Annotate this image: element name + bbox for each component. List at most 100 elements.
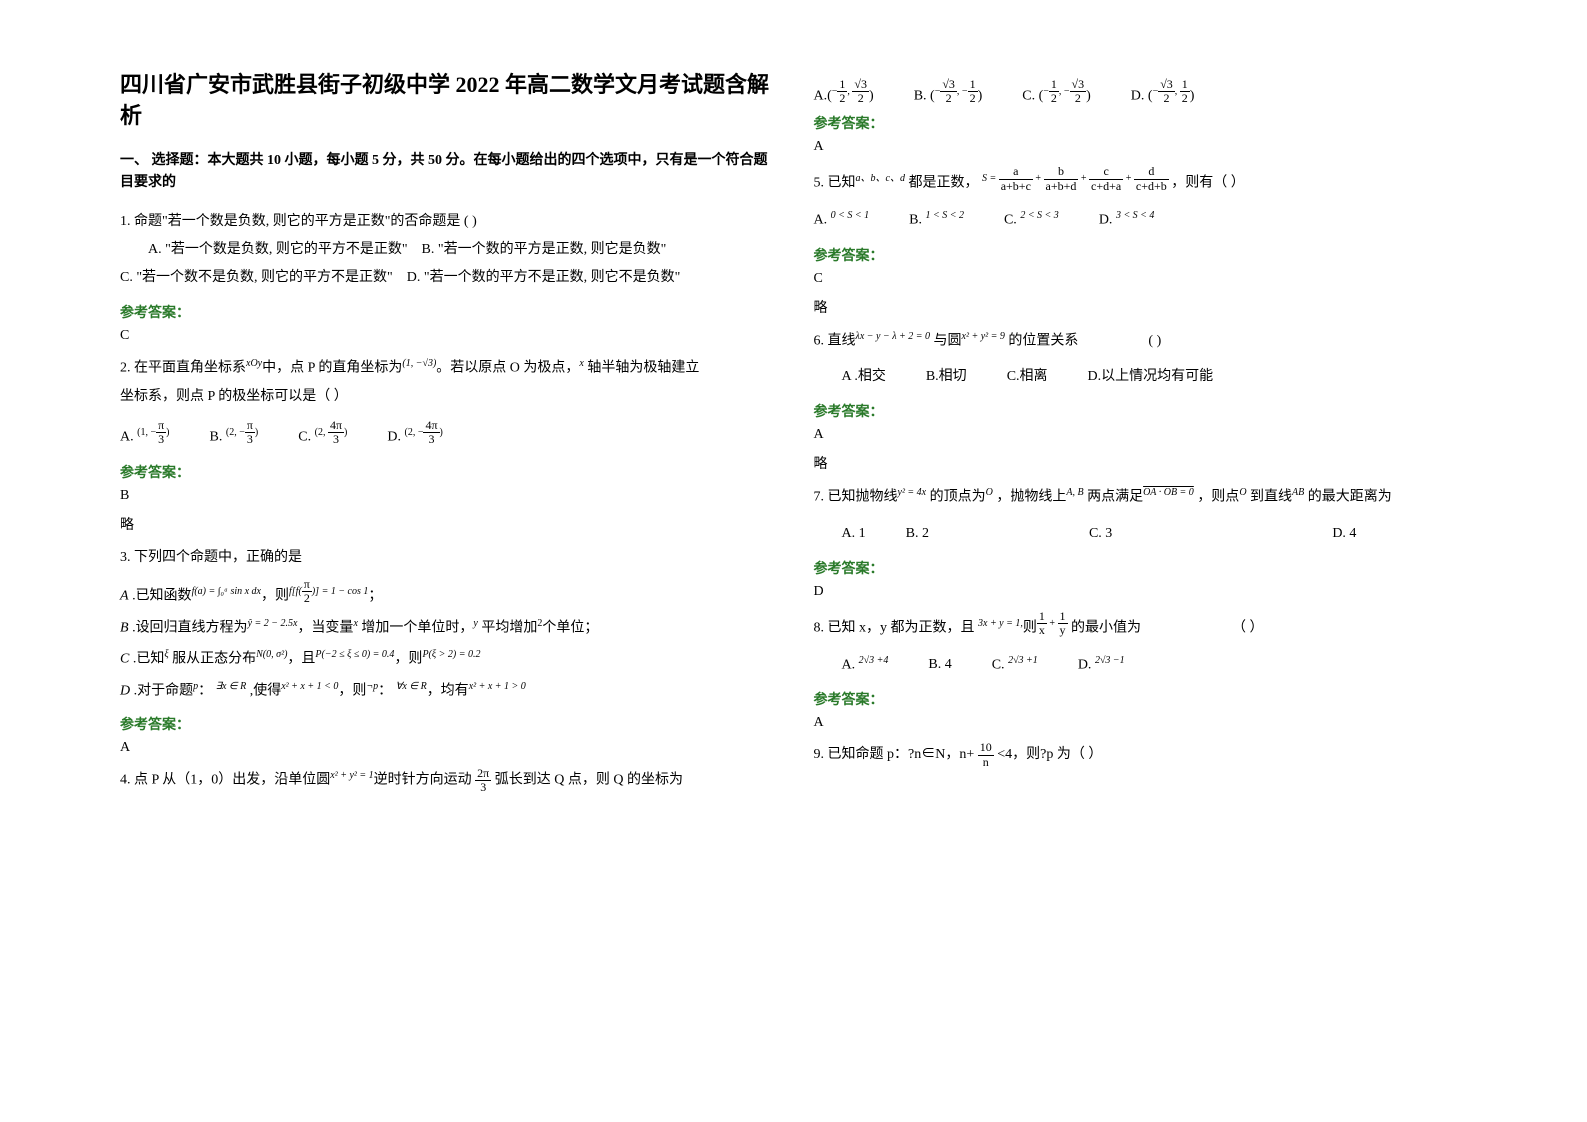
q5-opt-a: A. 0 < S < 1 — [814, 206, 870, 235]
q7-stem: 7. 已知抛物线y² = 4x 的顶点为O ，抛物线上A, B 两点满足OA ·… — [814, 483, 1468, 512]
q5-p3: + — [1126, 173, 1132, 184]
q4b-l: B. ( — [914, 89, 935, 104]
q5-f1n: a — [999, 165, 1033, 179]
question-3: 3. 下列四个命题中，正确的是 A .已知函数f(a) = ∫₀ᵃ sin x … — [120, 544, 774, 704]
q4d-hn: 1 — [1180, 78, 1190, 92]
q3c-dist: N(0, σ²) — [256, 649, 287, 660]
q7-b: 的顶点为 — [930, 490, 986, 505]
q3d-d: ，则 — [338, 684, 366, 699]
q7-c: ，抛物线上 — [996, 490, 1066, 505]
q3b-a: .设回归直线方程为 — [129, 620, 248, 635]
q3a-b: ，则 — [261, 588, 289, 603]
q3d-b: ： — [198, 684, 212, 699]
question-4: 4. 点 P 从（1，0）出发，沿单位圆x² + y² = 1逆时针方向运动 2… — [120, 766, 774, 795]
left-column: 四川省广安市武胜县街子初级中学 2022 年高二数学文月考试题含解析 一、 选择… — [100, 70, 794, 1052]
question-7: 7. 已知抛物线y² = 4x 的顶点为O ，抛物线上A, B 两点满足OA ·… — [814, 483, 1468, 548]
q2-b-label: B. — [210, 430, 223, 445]
q3c-lab: C — [120, 652, 129, 667]
q8-stem: 8. 已知 x，y 都为正数，且 3x + y = 1,则1x + 1y 的最小… — [814, 610, 1468, 643]
q3b-b: ，当变量 — [297, 620, 353, 635]
q4a-hd: 2 — [837, 92, 847, 105]
q2-c-label: C. — [298, 430, 311, 445]
q2d-num: 4π — [423, 419, 439, 433]
q4-opt-c: C. (−12, −√32) — [1022, 78, 1091, 105]
q8-opt-a: A. 2√3 +4 — [842, 651, 889, 680]
q7-O: O — [986, 487, 993, 498]
q8c-v: 2√3 +1 — [1008, 655, 1038, 666]
q4c-sn: √3 — [1070, 78, 1087, 92]
q8b-v: 4 — [945, 657, 952, 672]
q7-opt-b: B. 2 — [906, 520, 929, 548]
q3a-fp-b: )] = 1 − cos 1 — [312, 586, 369, 597]
q5-answer-label: 参考答案： — [814, 245, 1468, 265]
q9-10d: n — [978, 756, 994, 769]
q6-b: 与圆 — [934, 333, 962, 348]
q7-e: ，则点 — [1197, 490, 1239, 505]
q4-c: 弧长到达 Q 点，则 Q 的坐标为 — [495, 773, 683, 788]
q8-answer-label: 参考答案： — [814, 689, 1468, 709]
q6-brief: 略 — [814, 453, 1468, 473]
q1-row-cd: C. "若一个数不是负数, 则它的平方不是正数" D. "若一个数的平方不是正数… — [120, 264, 774, 292]
q8-b: 则 — [1023, 621, 1037, 636]
q5b-l: B. — [909, 213, 922, 228]
q4b-cl: ) — [978, 89, 983, 104]
q7-opt-d: D. 4 — [1332, 520, 1356, 548]
q2c-two: 2, — [318, 427, 326, 438]
q3a-pi2d: 2 — [302, 592, 312, 605]
q2-brief: 略 — [120, 514, 774, 534]
q5-brief: 略 — [814, 297, 1468, 317]
q2-stem-d: 轴半轴为极轴建立 — [584, 361, 700, 376]
q7-para: y² = 4x — [898, 487, 927, 498]
q2a-one: 1, — [140, 427, 148, 438]
q7-O2: O — [1239, 487, 1246, 498]
q3a-pi2n: π — [302, 578, 312, 592]
q4-2pi-d: 3 — [475, 781, 491, 794]
q5c-l: C. — [1004, 213, 1017, 228]
q5-p2: + — [1081, 173, 1087, 184]
q4d-cl: ) — [1190, 89, 1195, 104]
q8-1xd: x — [1037, 624, 1047, 637]
q2-answer: B — [120, 488, 774, 504]
q6-options: A .相交 B.相切 C.相离 D.以上情况均有可能 — [842, 363, 1468, 391]
q6-tail: ( ) — [1148, 333, 1161, 348]
q5-f4d: c+d+b — [1134, 180, 1169, 193]
q5c-v: 2 < S < 3 — [1020, 210, 1059, 221]
q1-stem: 1. 命题"若一个数是负数, 则它的平方是正数"的否命题是 ( ) — [120, 208, 774, 236]
q7-opt-a: A. 1 — [842, 520, 866, 548]
q8b-l: B. — [928, 657, 944, 672]
q2-opt-a: A. (1, −π3) — [120, 419, 170, 452]
q4b-sd: 2 — [940, 92, 957, 105]
q2-opt-d: D. (2, −4π3) — [387, 419, 443, 452]
q4-opt-d: D. (−√32, 12) — [1131, 78, 1195, 105]
q4d-hd: 2 — [1180, 92, 1190, 105]
q4a-hn: 1 — [837, 78, 847, 92]
q7-d: 两点满足 — [1087, 490, 1143, 505]
q3c-p2: P(ξ > 2) = 0.2 — [422, 649, 480, 660]
q5-opt-c: C. 2 < S < 3 — [1004, 206, 1059, 235]
q4d-sn: √3 — [1158, 78, 1175, 92]
q6-line: λx − y − λ + 2 = 0 — [856, 331, 931, 342]
question-9: 9. 已知命题 p：?n∈N，n+ 10n <4，则?p 为（ ） — [814, 741, 1468, 769]
q2b-two: 2, — [229, 427, 237, 438]
q3d-c: ,使得 — [246, 684, 281, 699]
q3-item-a: A .已知函数f(a) = ∫₀ᵃ sin x dx，则f[f(π2)] = 1… — [120, 578, 774, 609]
q6-a: 6. 直线 — [814, 333, 856, 348]
q7-AB2: AB — [1292, 487, 1304, 498]
q8d-v: 2√3 −1 — [1095, 655, 1125, 666]
q5-a: 5. 已知 — [814, 176, 856, 191]
q2a-den: 3 — [156, 433, 166, 446]
q4c-sd: 2 — [1070, 92, 1087, 105]
q2b-den: 3 — [245, 433, 255, 446]
q2-a-label: A. — [120, 430, 134, 445]
q6-c: 的位置关系 — [1008, 333, 1078, 348]
q3b-yhat: ŷ = 2 − 2.5x — [248, 618, 298, 629]
q5-f2n: b — [1044, 165, 1079, 179]
q4a-sn: √3 — [852, 78, 869, 92]
section-1-heading: 一、 选择题：本大题共 10 小题，每小题 5 分，共 50 分。在每小题给出的… — [120, 150, 774, 195]
q2-stem-b: 中，点 P 的直角坐标为 — [262, 361, 402, 376]
q8-a: 8. 已知 x，y 都为正数，且 — [814, 621, 975, 636]
q4a-cl: ) — [869, 89, 874, 104]
q8a-v: 2√3 +4 — [859, 655, 889, 666]
q6-opt-a: A .相交 — [842, 363, 886, 391]
q5-b: 都是正数， — [905, 176, 979, 191]
